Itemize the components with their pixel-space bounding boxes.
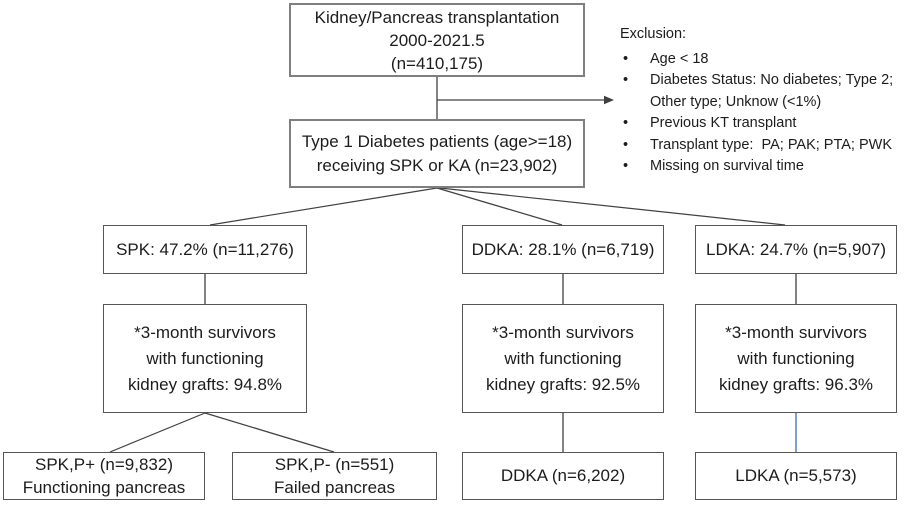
survivor-line: kidney grafts: 96.3% (718, 374, 874, 394)
branch-label: LDKA: 24.7% (n=5,907) (705, 239, 887, 259)
exclusion-item-text: Diabetes Status: No diabetes; Type 2; (650, 72, 894, 88)
survivor-line: *3-month survivors (492, 322, 634, 342)
cohort-box: Type 1 Diabetes patients (age>=18) recei… (289, 119, 585, 188)
exclusion-item-text: Previous KT transplant (650, 115, 797, 131)
outcome-line: Failed pancreas (274, 478, 395, 497)
survivor-line: kidney grafts: 94.8% (127, 374, 283, 394)
connector-survivor-to-spk-p-minus (204, 412, 335, 453)
title-line: Kidney/Pancreas transplantation (314, 7, 560, 27)
outcome-box-spk-p-plus: SPK,P+ (n=9,832) Functioning pancreas (3, 452, 205, 500)
outcome-box-spk-p-minus: SPK,P- (n=551) Failed pancreas (232, 452, 437, 500)
survivor-line: *3-month survivors (725, 322, 867, 342)
survivor-line: *3-month survivors (134, 322, 276, 342)
outcome-line: SPK,P- (n=551) (274, 455, 395, 474)
connector-survivor-to-spk-p-plus (109, 412, 206, 453)
bullet-icon: • (623, 115, 629, 131)
exclusion-item: • Previous KT transplant (620, 113, 912, 135)
bullet-icon: • (623, 136, 629, 153)
bullet-icon: • (623, 72, 629, 88)
outcome-line: DDKA (n=6,202) (500, 466, 626, 485)
bullet-icon: • (623, 158, 629, 174)
exclusion-item-text: Transplant type: PA; PAK; PTA; PWK (650, 136, 893, 153)
exclusion-item: • Diabetes Status: No diabetes; Type 2; … (620, 70, 912, 113)
branch-label: DDKA: 28.1% (n=6,719) (471, 239, 655, 259)
title-line: 2000-2021.5 (389, 30, 485, 50)
survivor-line: with functioning (737, 348, 855, 368)
survivor-line: with functioning (504, 348, 622, 368)
connector-cohort-to-spk (209, 187, 438, 226)
exclusion-panel: Exclusion: • Age < 18 • Diabetes Status:… (620, 24, 912, 178)
exclusion-item-text: Missing on survival time (650, 158, 804, 174)
exclusion-item-text: Age < 18 (650, 50, 709, 67)
outcome-box-ddka: DDKA (n=6,202) (462, 452, 664, 500)
cohort-line: receiving SPK or KA (n=23,902) (316, 155, 558, 175)
survivor-box-ddka: *3-month survivors with functioning kidn… (462, 304, 664, 413)
exclusion-item: • Age < 18 (620, 49, 912, 71)
connector-cohort-to-ddka (436, 187, 563, 226)
cohort-line: Type 1 Diabetes patients (age>=18) (301, 131, 573, 151)
outcome-line: SPK,P+ (n=9,832) (35, 455, 173, 474)
survivor-box-ldka: *3-month survivors with functioning kidn… (695, 304, 897, 413)
survivor-line: kidney grafts: 92.5% (485, 374, 641, 394)
exclusion-heading: Exclusion: (620, 26, 687, 42)
outcome-line: LDKA (n=5,573) (735, 466, 857, 485)
survivor-box-spk: *3-month survivors with functioning kidn… (103, 304, 307, 413)
outcome-box-ldka: LDKA (n=5,573) (695, 452, 897, 500)
exclusion-arrowhead-icon (604, 95, 614, 105)
branch-box-spk: SPK: 47.2% (n=11,276) (103, 225, 307, 274)
branch-label: SPK: 47.2% (n=11,276) (116, 239, 294, 259)
title-box: Kidney/Pancreas transplantation 2000-202… (289, 3, 585, 77)
title-line: (n=410,175) (390, 53, 484, 73)
bullet-icon: • (623, 50, 629, 67)
exclusion-item-text: Other type; Unknow (<1%) (650, 93, 822, 110)
survivor-line: with functioning (146, 348, 264, 368)
branch-box-ldka: LDKA: 24.7% (n=5,907) (695, 225, 897, 274)
exclusion-item: • Missing on survival time (620, 156, 912, 178)
exclusion-item: • Transplant type: PA; PAK; PTA; PWK (620, 135, 912, 157)
outcome-line: Functioning pancreas (22, 478, 186, 497)
branch-box-ddka: DDKA: 28.1% (n=6,719) (462, 225, 664, 274)
connector-cohort-to-ldka (439, 187, 786, 226)
